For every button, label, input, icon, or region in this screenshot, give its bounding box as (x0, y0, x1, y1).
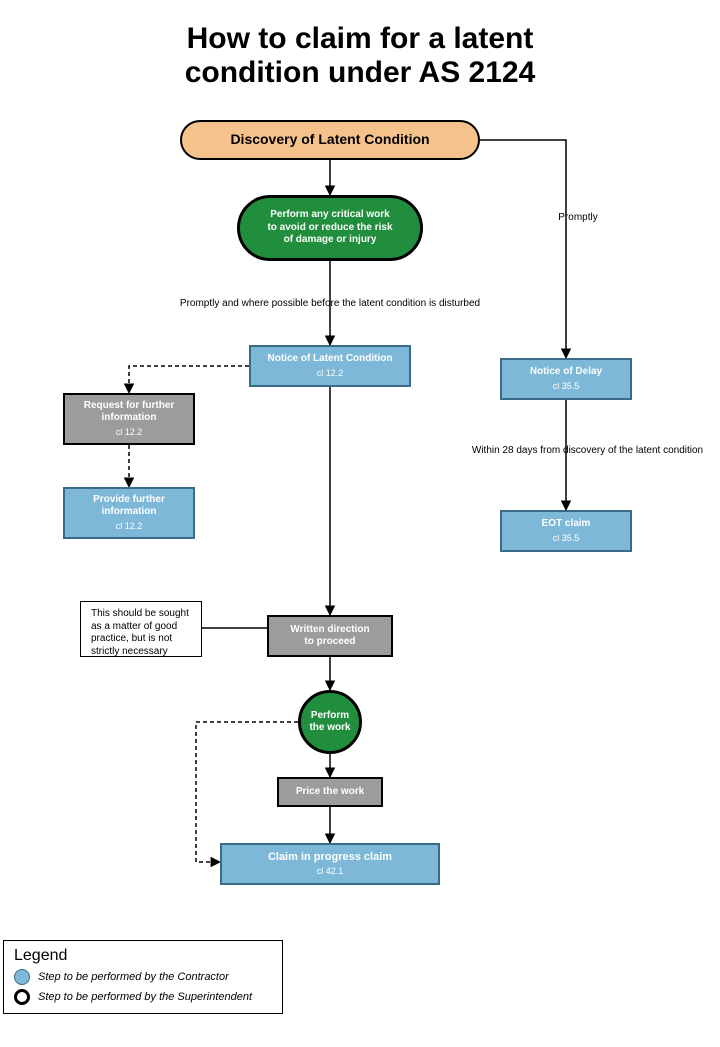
node-label: EOT claimcl 35.5 (536, 516, 597, 546)
node-label: Written directionto proceed (284, 622, 375, 651)
node-label: Performthe work (303, 708, 356, 737)
node-label: Notice of Delaycl 35.5 (524, 364, 608, 394)
node-label: Claim in progress claimcl 42.1 (262, 849, 398, 880)
edge-label-promptly: Promptly (548, 212, 608, 223)
node-claim: Claim in progress claimcl 42.1 (220, 843, 440, 885)
node-sublabel: cl 12.2 (93, 521, 165, 532)
node-price_work: Price the work (277, 777, 383, 807)
node-label: Request for furtherinformationcl 12.2 (78, 398, 181, 440)
legend-dot-icon (14, 969, 30, 985)
node-sublabel: cl 35.5 (530, 381, 602, 392)
edge-notice_latent-request_info (129, 366, 249, 393)
legend-title: Legend (14, 947, 272, 965)
title-line1: How to claim for a latent (0, 22, 720, 56)
node-sublabel: cl 42.1 (268, 866, 392, 877)
edge-start-notice_delay (480, 140, 566, 358)
edge-label-within28: Within 28 days from discovery of the lat… (460, 445, 715, 456)
node-note: This should be sought as a matter of goo… (80, 601, 202, 657)
node-eot_claim: EOT claimcl 35.5 (500, 510, 632, 552)
legend-dot-icon (14, 989, 30, 1005)
legend-item-text: Step to be performed by the Contractor (38, 971, 229, 983)
node-sublabel: cl 12.2 (268, 368, 393, 379)
node-label: Discovery of Latent Condition (224, 129, 435, 151)
node-start: Discovery of Latent Condition (180, 120, 480, 160)
legend-item-text: Step to be performed by the Superintende… (38, 991, 252, 1003)
node-notice_delay: Notice of Delaycl 35.5 (500, 358, 632, 400)
node-label: Provide furtherinformationcl 12.2 (87, 492, 171, 534)
node-sublabel: cl 12.2 (84, 427, 175, 438)
node-written_dir: Written directionto proceed (267, 615, 393, 657)
node-perform_work: Performthe work (298, 690, 362, 754)
legend-item: Step to be performed by the Superintende… (14, 989, 272, 1005)
title-line2: condition under AS 2124 (0, 56, 720, 90)
node-label: This should be sought as a matter of goo… (85, 606, 197, 660)
legend: Legend Step to be performed by the Contr… (3, 940, 283, 1014)
legend-item: Step to be performed by the Contractor (14, 969, 272, 985)
edge-label-prompt_long: Promptly and where possible before the l… (166, 298, 494, 309)
node-provide_info: Provide furtherinformationcl 12.2 (63, 487, 195, 539)
node-request_info: Request for furtherinformationcl 12.2 (63, 393, 195, 445)
node-notice_latent: Notice of Latent Conditioncl 12.2 (249, 345, 411, 387)
node-label: Perform any critical workto avoid or red… (261, 207, 398, 249)
node-sublabel: cl 35.5 (542, 533, 591, 544)
node-critical: Perform any critical workto avoid or red… (237, 195, 423, 261)
page-title: How to claim for a latent condition unde… (0, 22, 720, 90)
node-label: Notice of Latent Conditioncl 12.2 (262, 351, 399, 381)
node-label: Price the work (290, 784, 370, 801)
